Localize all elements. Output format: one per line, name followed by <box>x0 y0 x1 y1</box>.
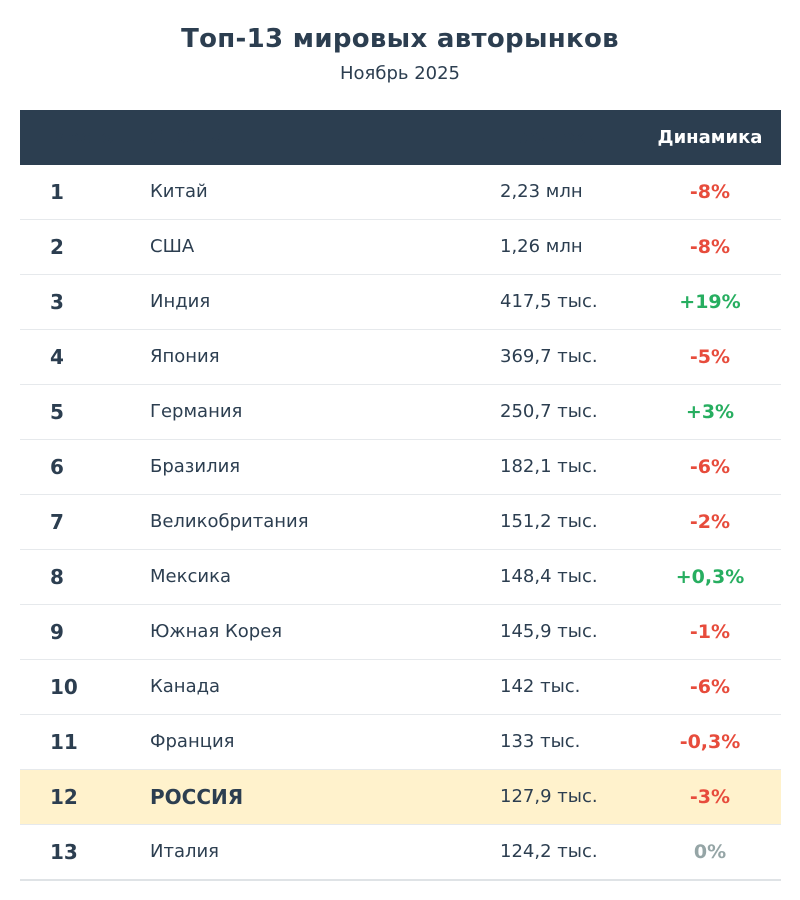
table-row: 8 Мексика 148,4 тыс. +0,3% <box>20 550 781 605</box>
rank-cell: 13 <box>50 840 78 864</box>
header-change: Динамика <box>657 127 763 148</box>
rank-cell: 6 <box>50 455 64 479</box>
table-header: Место Страна Продажи Динамика <box>20 110 781 165</box>
country-cell: США <box>150 236 195 257</box>
header-sales: Продажи <box>500 127 598 148</box>
change-cell: +3% <box>685 401 735 423</box>
rank-cell: 2 <box>50 235 64 259</box>
sales-cell: 2,23 млн <box>500 181 583 202</box>
country-cell: Южная Корея <box>150 621 283 642</box>
table-row: 11 Франция 133 тыс. -0,3% <box>20 715 781 770</box>
country-cell: Китай <box>150 181 208 202</box>
country-cell: Индия <box>150 291 211 312</box>
rank-cell: 5 <box>50 400 64 424</box>
table-row: 2 США 1,26 млн -8% <box>20 220 781 275</box>
country-cell: Бразилия <box>150 456 241 477</box>
table-row: 7 Великобритания 151,2 тыс. -2% <box>20 495 781 550</box>
sales-cell: 151,2 тыс. <box>500 511 598 532</box>
country-cell: Великобритания <box>150 511 309 532</box>
sales-cell: 145,9 тыс. <box>500 621 598 642</box>
table-row: 6 Бразилия 182,1 тыс. -6% <box>20 440 781 495</box>
rank-cell: 3 <box>50 290 64 314</box>
page-subtitle: Ноябрь 2025 <box>339 63 461 84</box>
country-cell: Италия <box>150 841 220 862</box>
change-cell: -3% <box>689 786 731 808</box>
change-cell: -0,3% <box>679 731 741 753</box>
sales-cell: 148,4 тыс. <box>500 566 598 587</box>
rank-cell: 7 <box>50 510 64 534</box>
sales-cell: 142 тыс. <box>500 676 581 697</box>
rank-cell: 9 <box>50 620 64 644</box>
country-cell: РОССИЯ <box>150 785 244 809</box>
header-country: Страна <box>150 127 224 148</box>
change-cell: -1% <box>689 621 731 643</box>
rank-cell: 1 <box>50 180 64 204</box>
country-cell: Мексика <box>150 566 231 587</box>
page-title: Топ-13 мировых авторынков <box>181 24 619 54</box>
sales-cell: 133 тыс. <box>500 731 581 752</box>
rank-cell: 4 <box>50 345 64 369</box>
sales-cell: 1,26 млн <box>500 236 583 257</box>
sales-cell: 369,7 тыс. <box>500 346 598 367</box>
change-cell: +0,3% <box>675 566 745 588</box>
country-cell: Канада <box>150 676 221 697</box>
table-row: 10 Канада 142 тыс. -6% <box>20 660 781 715</box>
rank-cell: 11 <box>50 730 78 754</box>
change-cell: -8% <box>689 236 731 258</box>
country-cell: Германия <box>150 401 243 422</box>
table-row: 9 Южная Корея 145,9 тыс. -1% <box>20 605 781 660</box>
change-cell: -6% <box>689 456 731 478</box>
table-row: 5 Германия 250,7 тыс. +3% <box>20 385 781 440</box>
change-cell: 0% <box>693 841 727 863</box>
table-row-highlighted: 12 РОССИЯ 127,9 тыс. -3% <box>20 770 781 825</box>
change-cell: -6% <box>689 676 731 698</box>
ranking-table: Место Страна Продажи Динамика 1 Китай 2,… <box>20 110 781 881</box>
rank-cell: 10 <box>50 675 78 699</box>
country-cell: Франция <box>150 731 235 752</box>
change-cell: -5% <box>689 346 731 368</box>
rank-cell: 12 <box>50 785 78 809</box>
change-cell: -8% <box>689 181 731 203</box>
country-cell: Япония <box>150 346 220 367</box>
sales-cell: 250,7 тыс. <box>500 401 598 422</box>
sales-cell: 417,5 тыс. <box>500 291 598 312</box>
table-row: 3 Индия 417,5 тыс. +19% <box>20 275 781 330</box>
sales-cell: 127,9 тыс. <box>500 786 598 807</box>
table-row: 1 Китай 2,23 млн -8% <box>20 165 781 220</box>
sales-cell: 124,2 тыс. <box>500 841 598 862</box>
rank-cell: 8 <box>50 565 64 589</box>
change-cell: +19% <box>679 291 741 313</box>
table-row: 4 Япония 369,7 тыс. -5% <box>20 330 781 385</box>
header-rank: Место <box>50 127 114 148</box>
table-row: 13 Италия 124,2 тыс. 0% <box>20 825 781 879</box>
table-body: 1 Китай 2,23 млн -8% 2 США 1,26 млн -8% … <box>20 165 781 879</box>
sales-cell: 182,1 тыс. <box>500 456 598 477</box>
change-cell: -2% <box>689 511 731 533</box>
